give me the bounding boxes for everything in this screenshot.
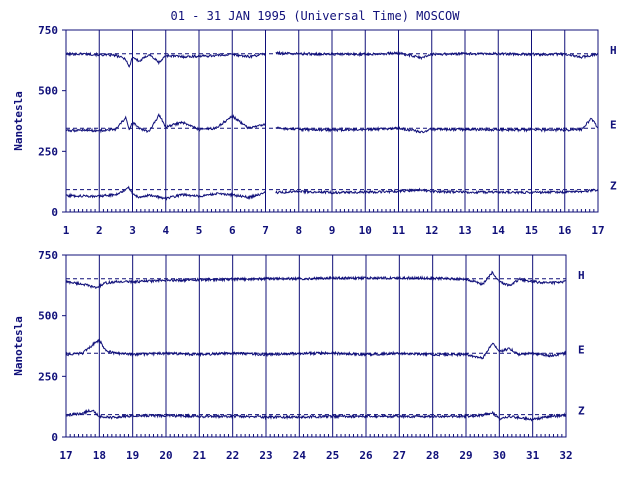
x-tick-label: 27: [393, 449, 406, 462]
x-tick-label: 32: [559, 449, 572, 462]
x-tick-label: 31: [526, 449, 540, 462]
x-tick-label: 18: [93, 449, 106, 462]
x-tick-label: 2: [96, 224, 103, 237]
x-tick-label: 1: [63, 224, 70, 237]
x-tick-label: 10: [359, 224, 372, 237]
y-tick-label: 500: [38, 310, 58, 323]
x-tick-label: 5: [196, 224, 203, 237]
chart-title: 01 - 31 JAN 1995 (Universal Time) MOSCOW: [171, 9, 461, 23]
x-tick-label: 19: [126, 449, 139, 462]
x-tick-label: 16: [558, 224, 572, 237]
x-tick-label: 4: [162, 224, 169, 237]
x-tick-label: 14: [492, 224, 506, 237]
x-tick-label: 21: [193, 449, 207, 462]
series-line-Z: [65, 408, 567, 422]
x-tick-label: 26: [359, 449, 373, 462]
y-tick-label: 250: [38, 370, 58, 383]
x-tick-label: 8: [295, 224, 302, 237]
x-tick-label: 3: [129, 224, 136, 237]
series-line-E: [65, 338, 567, 360]
series-line-E: [65, 112, 599, 134]
series-label-H: H: [610, 44, 617, 57]
panel-2: 0 250 500 750 17 18 19 20 21 22 23 24 25 26 27 28 29 30 31…: [12, 249, 585, 462]
x-tick-label: 15: [525, 224, 538, 237]
y-tick-label: 750: [38, 24, 58, 37]
x-tick-label: 11: [392, 224, 406, 237]
x-tick-label: 29: [459, 449, 472, 462]
series-line-H: [65, 50, 599, 68]
x-tick-label: 22: [226, 449, 239, 462]
y-tick-label: 0: [51, 206, 58, 219]
x-tick-label: 23: [259, 449, 272, 462]
y-tick-label: 0: [51, 431, 58, 444]
x-tick-label: 17: [591, 224, 604, 237]
x-tick-label: 6: [229, 224, 236, 237]
series-line-H: [65, 270, 567, 289]
x-tick-label: 13: [458, 224, 471, 237]
y-axis-label: Nanotesla: [12, 91, 25, 151]
y-tick-label: 750: [38, 249, 58, 262]
x-tick-label: 12: [425, 224, 438, 237]
series-line-Z: [65, 185, 599, 201]
x-tick-label: 9: [329, 224, 336, 237]
series-label-H: H: [578, 269, 585, 282]
series-label-E: E: [578, 343, 585, 356]
x-tick-label: 7: [262, 224, 269, 237]
x-tick-label: 28: [426, 449, 439, 462]
series-label-Z: Z: [578, 405, 585, 418]
x-tick-label: 30: [493, 449, 506, 462]
y-axis-label: Nanotesla: [12, 316, 25, 376]
x-tick-label: 20: [159, 449, 172, 462]
x-tick-label: 24: [293, 449, 307, 462]
series-label-Z: Z: [610, 180, 617, 193]
series-label-E: E: [610, 118, 617, 131]
x-tick-label: 25: [326, 449, 339, 462]
x-tick-label: 17: [59, 449, 72, 462]
y-tick-label: 500: [38, 85, 58, 98]
y-tick-label: 250: [38, 145, 58, 158]
